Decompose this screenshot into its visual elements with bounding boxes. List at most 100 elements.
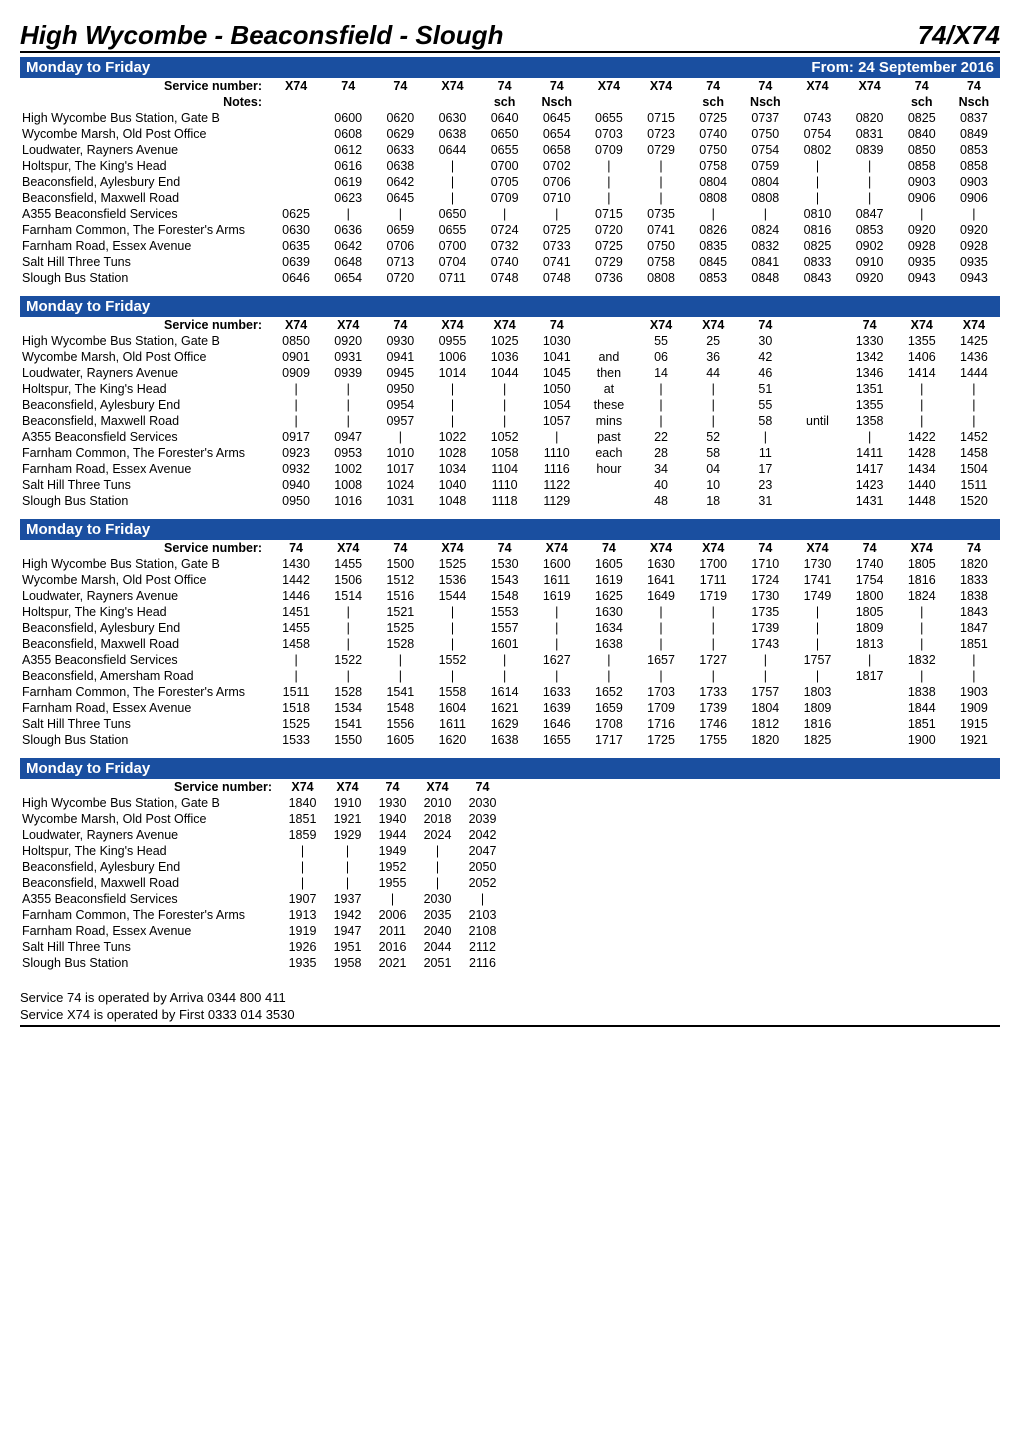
- service-number: 74: [374, 317, 426, 333]
- route-number: 74/X74: [918, 20, 1000, 51]
- time-cell: 1024: [374, 477, 426, 493]
- day-bar-1: Monday to Friday From: 24 September 2016: [20, 57, 1000, 78]
- time-cell: 1556: [374, 716, 426, 732]
- time-cell: 0750: [687, 142, 739, 158]
- time-cell: 0740: [479, 254, 531, 270]
- stop-name: Slough Bus Station: [20, 493, 270, 509]
- stop-name: Wycombe Marsh, Old Post Office: [20, 349, 270, 365]
- time-cell: 1550: [322, 732, 374, 748]
- time-cell: |: [583, 174, 635, 190]
- time-cell: 0808: [635, 270, 687, 286]
- time-cell: 1431: [844, 493, 896, 509]
- stop-name: Holtspur, The King's Head: [20, 381, 270, 397]
- time-cell: [583, 493, 635, 509]
- time-cell: 1518: [270, 700, 322, 716]
- time-cell: |: [844, 190, 896, 206]
- time-cell: 0748: [479, 270, 531, 286]
- service-number: X74: [583, 78, 635, 94]
- note-code: [583, 94, 635, 110]
- time-cell: 1851: [948, 636, 1000, 652]
- notes-label: Notes:: [20, 94, 270, 110]
- note-code: [844, 94, 896, 110]
- time-cell: 0642: [374, 174, 426, 190]
- time-cell: 0736: [583, 270, 635, 286]
- time-cell: 1620: [426, 732, 478, 748]
- service-number: 74: [948, 78, 1000, 94]
- time-cell: 0709: [479, 190, 531, 206]
- time-cell: 1838: [948, 588, 1000, 604]
- time-cell: 1900: [896, 732, 948, 748]
- time-cell: 0825: [896, 110, 948, 126]
- stop-name: Slough Bus Station: [20, 955, 280, 971]
- time-cell: 0638: [374, 158, 426, 174]
- time-cell: 1921: [325, 811, 370, 827]
- time-cell: 1930: [370, 795, 415, 811]
- time-cell: 1017: [374, 461, 426, 477]
- time-cell: 1414: [896, 365, 948, 381]
- time-cell: 1621: [479, 700, 531, 716]
- time-cell: 14: [635, 365, 687, 381]
- service-number: X74: [322, 540, 374, 556]
- stop-name: Salt Hill Three Tuns: [20, 254, 270, 270]
- time-cell: |: [896, 668, 948, 684]
- time-cell: [583, 333, 635, 349]
- service-number: 74: [374, 78, 426, 94]
- service-number: X74: [479, 317, 531, 333]
- service-number: X74: [325, 779, 370, 795]
- service-number: 74: [844, 317, 896, 333]
- time-cell: [791, 365, 843, 381]
- time-cell: 1006: [426, 349, 478, 365]
- time-cell: 0910: [844, 254, 896, 270]
- time-cell: 1809: [791, 700, 843, 716]
- time-cell: |: [322, 206, 374, 222]
- time-cell: 1725: [635, 732, 687, 748]
- time-cell: 1446: [270, 588, 322, 604]
- time-cell: 1010: [374, 445, 426, 461]
- time-cell: |: [844, 652, 896, 668]
- time-cell: 1600: [531, 556, 583, 572]
- stop-name: Farnham Road, Essex Avenue: [20, 923, 280, 939]
- time-cell: 1052: [479, 429, 531, 445]
- time-cell: 0700: [479, 158, 531, 174]
- time-cell: |: [583, 158, 635, 174]
- service-number: 74: [739, 78, 791, 94]
- time-cell: |: [635, 413, 687, 429]
- time-cell: |: [426, 174, 478, 190]
- time-cell: 1949: [370, 843, 415, 859]
- time-cell: |: [948, 413, 1000, 429]
- time-cell: 2051: [415, 955, 460, 971]
- time-cell: 1525: [426, 556, 478, 572]
- time-cell: 1406: [896, 349, 948, 365]
- time-cell: [844, 716, 896, 732]
- time-cell: 1809: [844, 620, 896, 636]
- time-cell: 1915: [948, 716, 1000, 732]
- time-cell: 1122: [531, 477, 583, 493]
- time-cell: 0710: [531, 190, 583, 206]
- time-cell: 2030: [415, 891, 460, 907]
- time-cell: 1817: [844, 668, 896, 684]
- note-code: sch: [479, 94, 531, 110]
- time-cell: 1825: [791, 732, 843, 748]
- time-cell: these: [583, 397, 635, 413]
- time-cell: 0732: [479, 238, 531, 254]
- stop-name: Farnham Road, Essex Avenue: [20, 461, 270, 477]
- time-cell: 18: [687, 493, 739, 509]
- time-cell: [270, 110, 322, 126]
- time-cell: 1611: [426, 716, 478, 732]
- time-cell: |: [739, 652, 791, 668]
- time-cell: 1521: [374, 604, 426, 620]
- time-cell: 1448: [896, 493, 948, 509]
- time-cell: [791, 397, 843, 413]
- time-cell: 0636: [322, 222, 374, 238]
- time-cell: 1633: [531, 684, 583, 700]
- time-cell: 1601: [479, 636, 531, 652]
- time-cell: 0645: [531, 110, 583, 126]
- stop-name: Slough Bus Station: [20, 732, 270, 748]
- time-cell: 1455: [270, 620, 322, 636]
- time-cell: 1455: [322, 556, 374, 572]
- time-cell: 1440: [896, 477, 948, 493]
- time-cell: 1638: [583, 636, 635, 652]
- stop-name: Farnham Road, Essex Avenue: [20, 700, 270, 716]
- time-cell: 1129: [531, 493, 583, 509]
- time-cell: 2052: [460, 875, 505, 891]
